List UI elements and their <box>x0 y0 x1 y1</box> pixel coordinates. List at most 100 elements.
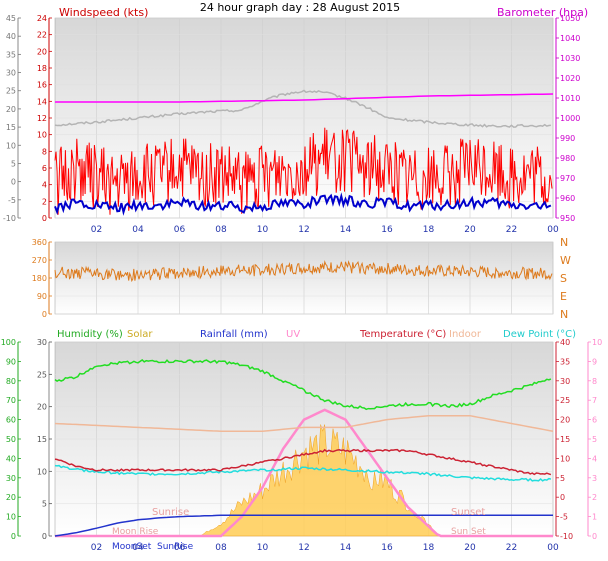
humidity-tick: 80 <box>6 377 16 386</box>
humidity-tick: 60 <box>6 416 16 425</box>
sunrise-annotation: Sunrise <box>152 507 189 518</box>
temp-x-tick: 10 <box>257 543 269 553</box>
barometer-tick: 1000 <box>560 114 580 123</box>
sunset-annotation: Sunset <box>451 507 485 518</box>
barometer-tick: 970 <box>560 174 575 183</box>
windspeed-average-series <box>54 192 552 216</box>
humidity-tick: 70 <box>6 396 16 405</box>
wind-x-tick: 00 <box>547 225 559 235</box>
temperature-tick: -10 <box>560 532 573 541</box>
temperature-tick: 0 <box>560 493 565 502</box>
temp-x-tick: 18 <box>423 543 435 553</box>
data-series <box>54 89 554 538</box>
wind-x-tick: 18 <box>423 225 435 235</box>
wind-outer-tick: 15 <box>6 123 16 132</box>
legend-rainfall: Rainfall (mm) <box>200 329 268 340</box>
uv-tick: 4 <box>592 454 597 463</box>
temperature-tick: 10 <box>560 454 570 463</box>
temp-x-tick: 00 <box>547 543 559 553</box>
humidity-tick: 50 <box>6 435 16 444</box>
wind-x-tick: 10 <box>257 225 269 235</box>
rainfall-series <box>54 514 553 537</box>
temperature-tick: 35 <box>560 357 570 366</box>
wind-x-tick: 14 <box>340 225 352 235</box>
temp-x-tick: 22 <box>506 543 517 553</box>
uv-tick: 10 <box>592 338 602 347</box>
wind-x-tick: 12 <box>298 225 309 235</box>
humidity-tick: 40 <box>6 454 16 463</box>
solar-tick: 25 <box>37 370 47 379</box>
wind-outer-tick: 20 <box>6 105 16 114</box>
uv-tick: 9 <box>592 357 597 366</box>
uv-tick: 3 <box>592 474 597 483</box>
uv-tick: 5 <box>592 435 597 444</box>
barometer-tick: 1010 <box>560 94 580 103</box>
temp-x-tick: 14 <box>340 543 352 553</box>
legend-humidity: Humidity (%) <box>57 329 123 340</box>
uv-series <box>55 408 553 538</box>
windspeed-tick: 0 <box>42 214 47 223</box>
legend-indoor: Indoor <box>449 329 482 340</box>
temp-x-tick: 02 <box>91 543 102 553</box>
humidity-tick: 100 <box>1 338 16 347</box>
wind-x-tick: 16 <box>381 225 393 235</box>
direction-tick: 270 <box>32 256 47 265</box>
temp-x-tick: 16 <box>381 543 393 553</box>
barometer-label: Barometer (hpa) <box>497 6 588 19</box>
temperature-series <box>54 448 552 476</box>
humidity-tick: 30 <box>6 474 16 483</box>
solar-tick: 5 <box>42 500 47 509</box>
windspeed-tick: 8 <box>42 147 47 156</box>
uv-tick: 6 <box>592 416 597 425</box>
direction-tick: 360 <box>32 238 47 247</box>
solar-tick: 15 <box>37 435 47 444</box>
temp-x-tick: 12 <box>298 543 309 553</box>
uv-tick: 1 <box>592 513 597 522</box>
windspeed-tick: 18 <box>37 64 47 73</box>
humidity-tick: 90 <box>6 357 16 366</box>
humidity-tick: 20 <box>6 493 16 502</box>
indoor-series <box>54 414 554 432</box>
humidity-tick: 10 <box>6 513 16 522</box>
wind-outer-tick: -5 <box>8 196 16 205</box>
solar-tick: 30 <box>37 338 47 347</box>
solar-tick: 20 <box>37 403 47 412</box>
windspeed-tick: 24 <box>37 14 47 23</box>
barometer-tick: 990 <box>560 134 575 143</box>
direction-compass-label: W <box>560 254 571 267</box>
solar-tick: 10 <box>37 467 47 476</box>
barometer-tick: 1050 <box>560 14 580 23</box>
windspeed-tick: 22 <box>37 31 47 40</box>
temperature-tick: -5 <box>560 513 568 522</box>
windspeed-tick: 16 <box>37 81 47 90</box>
wind-outer-tick: 30 <box>6 69 16 78</box>
temperature-tick: 15 <box>560 435 570 444</box>
temperature-tick: 30 <box>560 377 570 386</box>
windspeed-tick: 6 <box>42 164 47 173</box>
direction-compass-label: N <box>560 308 568 321</box>
direction-tick: 0 <box>42 310 47 319</box>
humidity-tick: 0 <box>11 532 16 541</box>
barometer-tick: 980 <box>560 154 575 163</box>
humidity-series <box>54 359 552 411</box>
dewpoint-series <box>54 464 552 482</box>
temperature-tick: 20 <box>560 416 570 425</box>
barometer-tick: 960 <box>560 194 575 203</box>
sunset-bottom-annotation: Sun Set <box>451 527 486 537</box>
wind-x-tick: 08 <box>215 225 227 235</box>
windspeed-label: Windspeed (kts) <box>59 6 148 19</box>
wind-outer-tick: 10 <box>6 141 16 150</box>
temperature-tick: 5 <box>560 474 565 483</box>
windspeed-tick: 12 <box>37 114 47 123</box>
windspeed-tick: 20 <box>37 47 47 56</box>
tick-labels: Sunrise Sunset Moon Rise Sun Set MoonSet SunR… <box>1 14 602 553</box>
legend-solar: Solar <box>127 329 153 340</box>
sunrise-bottom-annotation: SunRise <box>157 542 194 552</box>
temp-x-tick: 06 <box>174 543 186 553</box>
barometer-tick: 1040 <box>560 34 580 43</box>
direction-tick: 90 <box>37 292 47 301</box>
barometer-series <box>55 93 554 103</box>
wind-x-tick: 22 <box>506 225 517 235</box>
wind-outer-tick: -10 <box>3 214 16 223</box>
barometer-gray-trace <box>54 89 551 128</box>
